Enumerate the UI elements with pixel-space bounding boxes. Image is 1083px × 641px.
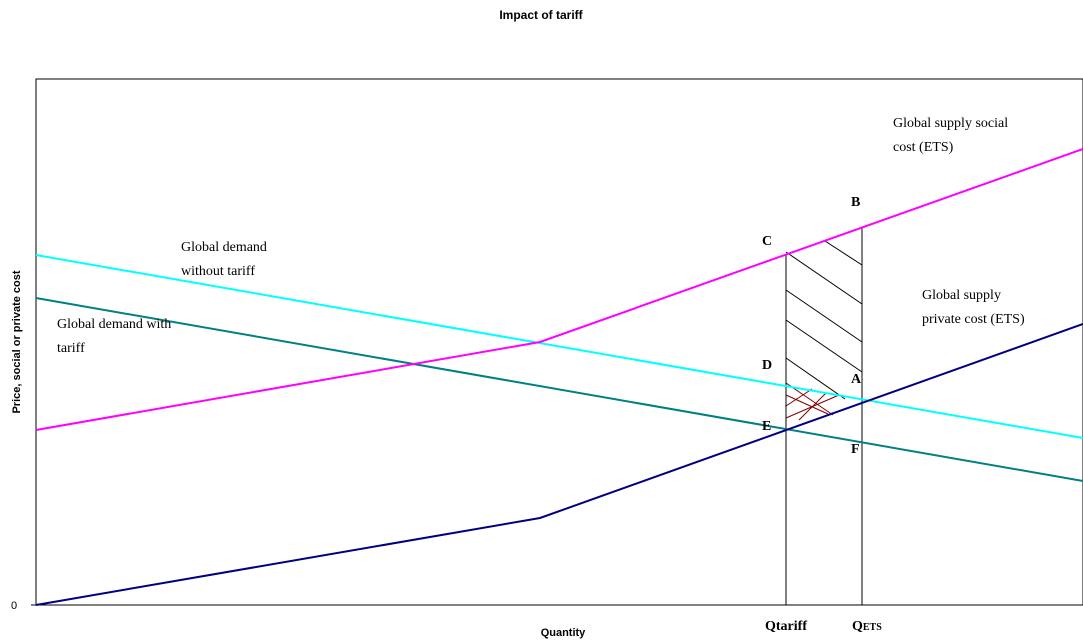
supply-private-label-line1: Global supply — [922, 288, 1001, 303]
supply-private-cost-line — [35, 323, 1083, 606]
hatch-black — [785, 240, 863, 400]
supply-social-label-line1: Global supply social — [893, 116, 1008, 131]
q-tariff-label: Qtariff — [765, 619, 807, 634]
supply-social-cost-line — [35, 148, 1083, 431]
supply-private-label: Global supply private cost (ETS) — [922, 288, 1025, 327]
demand-with-label: Global demand with tariff — [57, 317, 171, 356]
point-label-d: D — [762, 358, 772, 373]
demand-without-tariff-line — [35, 254, 1083, 439]
supply-private-label-line2: private cost (ETS) — [922, 312, 1025, 327]
chart-title: Impact of tariff — [499, 8, 583, 22]
demand-with-tariff-line — [35, 297, 1083, 482]
demand-without-label: Global demand without tariff — [181, 240, 267, 279]
x-axis-label: Quantity — [541, 627, 586, 639]
demand-with-label-line2: tariff — [57, 341, 85, 356]
demand-without-label-line2: without tariff — [181, 264, 255, 279]
supply-social-label: Global supply social cost (ETS) — [893, 116, 1008, 155]
q-ets-label-sub: ETS — [863, 622, 882, 633]
y-axis-label: Price, social or private cost — [11, 270, 23, 413]
point-label-e: E — [762, 419, 771, 434]
plot-area — [35, 78, 1083, 606]
y-origin-tick: 0 — [11, 600, 17, 612]
demand-with-label-line1: Global demand with — [57, 317, 171, 332]
q-ets-label: QETS — [852, 619, 882, 634]
supply-social-label-line2: cost (ETS) — [893, 140, 954, 155]
point-label-b: B — [851, 195, 860, 210]
q-ets-label-main: Q — [852, 619, 863, 634]
point-label-a: A — [851, 372, 862, 387]
plot-frame — [35, 78, 1083, 606]
point-label-c: C — [762, 234, 772, 249]
demand-without-label-line1: Global demand — [181, 240, 267, 255]
point-label-f: F — [851, 442, 860, 457]
